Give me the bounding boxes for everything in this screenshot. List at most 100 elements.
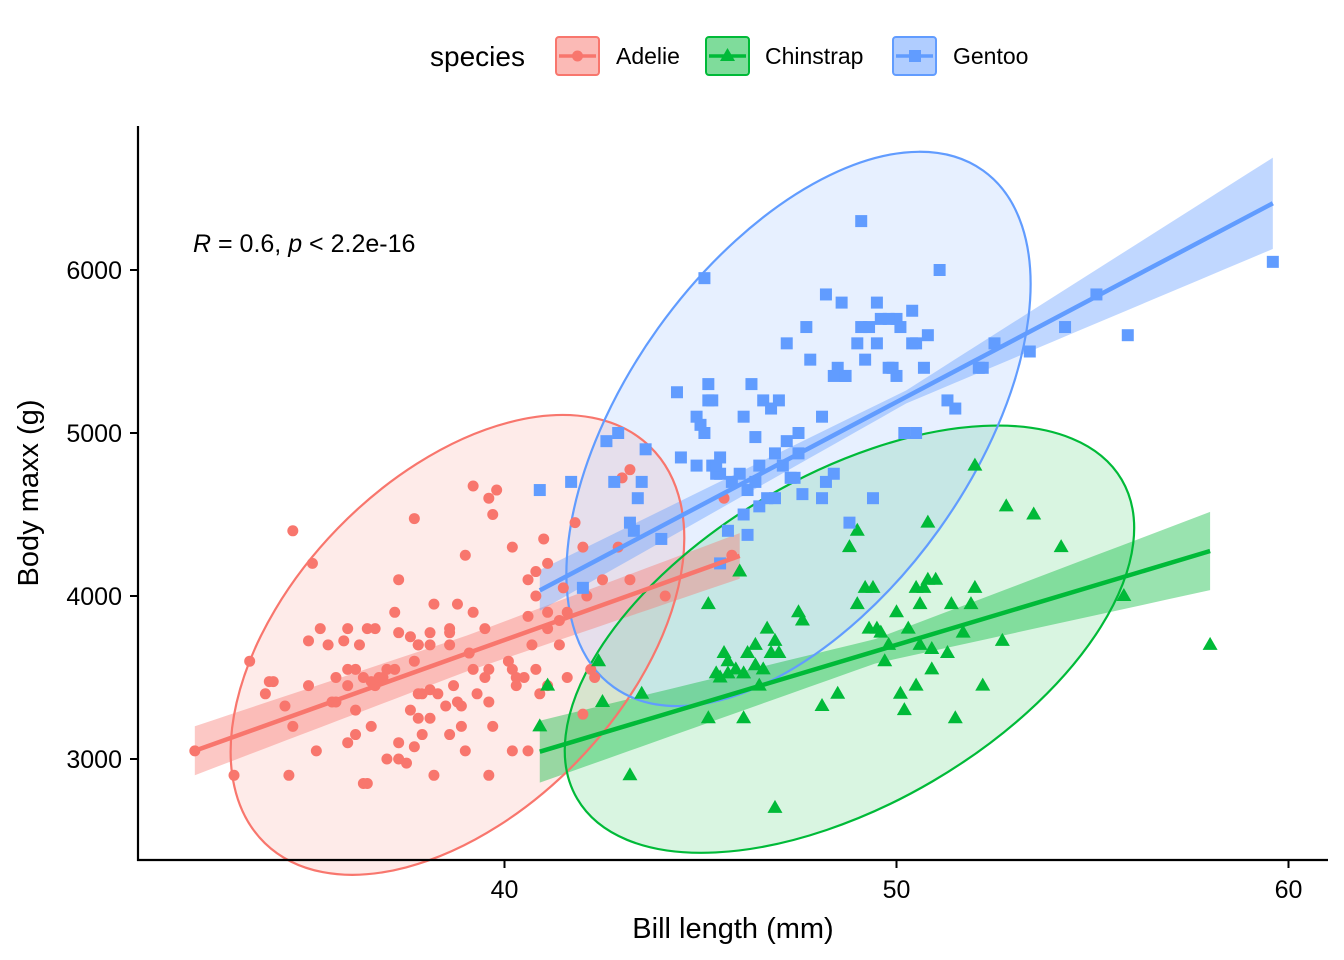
point-adelie [342,663,354,675]
point-adelie [424,639,436,651]
legend-label-gentoo: Gentoo [953,43,1028,69]
point-adelie [287,720,299,732]
point-gentoo [600,435,613,448]
legend-item-gentoo: Gentoo [892,36,1028,76]
point-adelie [444,639,456,651]
point-chinstrap [736,665,752,679]
point-gentoo [631,492,644,505]
point-gentoo [741,528,754,541]
point-gentoo [761,492,774,505]
point-chinstrap [728,661,744,675]
point-gentoo [768,447,781,460]
point-adelie [510,680,522,692]
point-gentoo [859,353,872,366]
point-gentoo [894,321,907,334]
point-adelie [338,635,350,647]
ellipse-fill-chinstrap [564,425,1135,853]
point-adelie [393,737,405,749]
point-gentoo [855,215,868,228]
point-chinstrap [939,645,955,659]
point-gentoo [698,272,711,285]
legend-marker-chinstrap [720,48,735,61]
point-chinstrap [896,702,912,716]
point-adelie [287,525,299,537]
point-adelie [310,745,322,757]
point-gentoo [949,402,962,415]
point-chinstrap [994,632,1010,646]
point-adelie [557,582,569,594]
point-adelie [538,533,550,545]
fit-line-gentoo [538,201,1274,593]
point-gentoo [976,361,989,374]
point-gentoo [819,475,832,488]
x-ticks: 40 50 60 [491,860,1302,904]
point-gentoo [753,459,766,472]
point-adelie [518,672,530,683]
annotation-r-symbol: R [193,230,211,258]
point-chinstrap [634,685,650,699]
point-gentoo [910,427,923,439]
point-gentoo [1266,255,1279,268]
point-adelie [322,639,334,651]
point-chinstrap [924,661,940,675]
point-chinstrap [889,604,904,618]
point-adelie [432,688,444,700]
point-gentoo [792,427,805,439]
point-chinstrap [892,685,908,699]
fit-line-chinstrap [539,548,1211,754]
legend-label-adelie: Adelie [616,43,680,69]
point-gentoo [721,524,734,537]
x-axis-title: Bill length (mm) [632,913,833,945]
point-gentoo [780,337,793,350]
point-adelie [467,480,479,492]
point-gentoo [839,369,852,382]
point-adelie [350,704,362,716]
point-adelie [467,663,479,675]
point-adelie [342,737,354,749]
point-adelie [393,574,405,586]
point-adelie [530,590,542,602]
point-gentoo [816,410,829,423]
point-adelie [502,655,514,667]
annotation-p-text: < 2.2e-16 [302,230,415,258]
legend-item-adelie: Adelie [555,36,680,76]
point-chinstrap [967,579,983,593]
point-gentoo [870,337,883,350]
point-adelie [569,517,581,529]
point-adelie [389,663,401,675]
point-chinstrap [908,677,924,691]
point-adelie [534,688,546,700]
point-adelie [530,566,542,578]
point-gentoo [827,369,840,382]
point-chinstrap [900,620,916,634]
y-tick-label: 6000 [66,257,122,285]
point-chinstrap [700,710,716,724]
point-adelie [522,610,534,622]
point-gentoo [788,471,801,484]
point-gentoo [921,329,934,342]
point-adelie [416,729,428,741]
y-ticks: 3000 4000 5000 6000 [66,257,138,774]
point-gentoo [1121,329,1134,342]
point-adelie [416,688,428,700]
point-adelie [404,631,416,643]
point-chinstrap [967,457,983,471]
point-gentoo [576,581,589,594]
point-gentoo [753,500,766,513]
point-chinstrap [873,624,889,638]
point-adelie [228,769,240,781]
point-chinstrap [1202,636,1218,650]
point-chinstrap [532,718,548,732]
x-tick-label: 50 [883,876,911,904]
point-chinstrap [740,645,756,659]
legend: species Adelie Chinstrap Gentoo [430,36,1028,76]
point-adelie [412,712,424,724]
point-adelie [412,639,424,651]
point-gentoo [702,378,715,391]
y-tick-label: 4000 [66,583,122,611]
y-tick-label: 3000 [66,746,122,774]
point-chinstrap [912,636,928,650]
point-adelie [451,696,463,708]
y-tick-label: 5000 [66,420,122,448]
point-adelie [365,720,377,732]
